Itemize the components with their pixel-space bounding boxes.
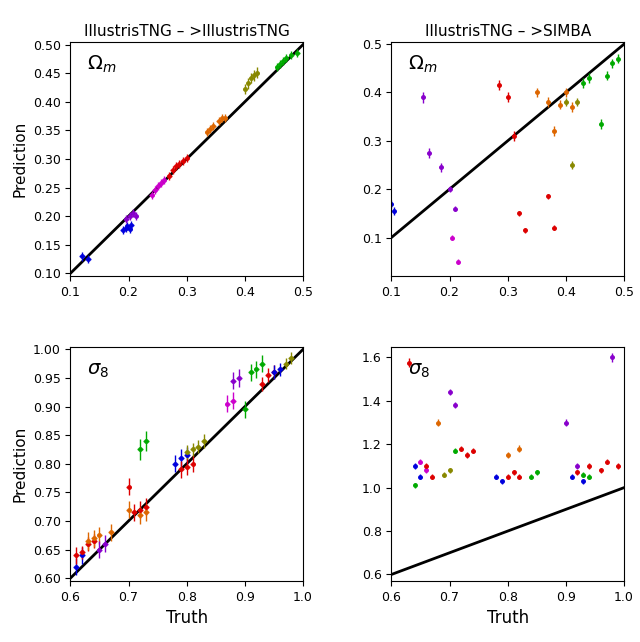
Text: $\sigma_{8}$: $\sigma_{8}$ xyxy=(408,361,429,380)
Title: IllustrisTNG – >IllustrisTNG: IllustrisTNG – >IllustrisTNG xyxy=(84,24,290,39)
Text: $\Omega_{m}$: $\Omega_{m}$ xyxy=(408,54,437,75)
Text: $\Omega_{m}$: $\Omega_{m}$ xyxy=(86,54,116,75)
Y-axis label: Prediction: Prediction xyxy=(12,121,27,197)
Y-axis label: Prediction: Prediction xyxy=(12,426,27,502)
X-axis label: Truth: Truth xyxy=(486,609,529,627)
Title: IllustrisTNG – >SIMBA: IllustrisTNG – >SIMBA xyxy=(424,24,591,39)
Text: $\sigma_{8}$: $\sigma_{8}$ xyxy=(86,361,109,380)
X-axis label: Truth: Truth xyxy=(166,609,208,627)
